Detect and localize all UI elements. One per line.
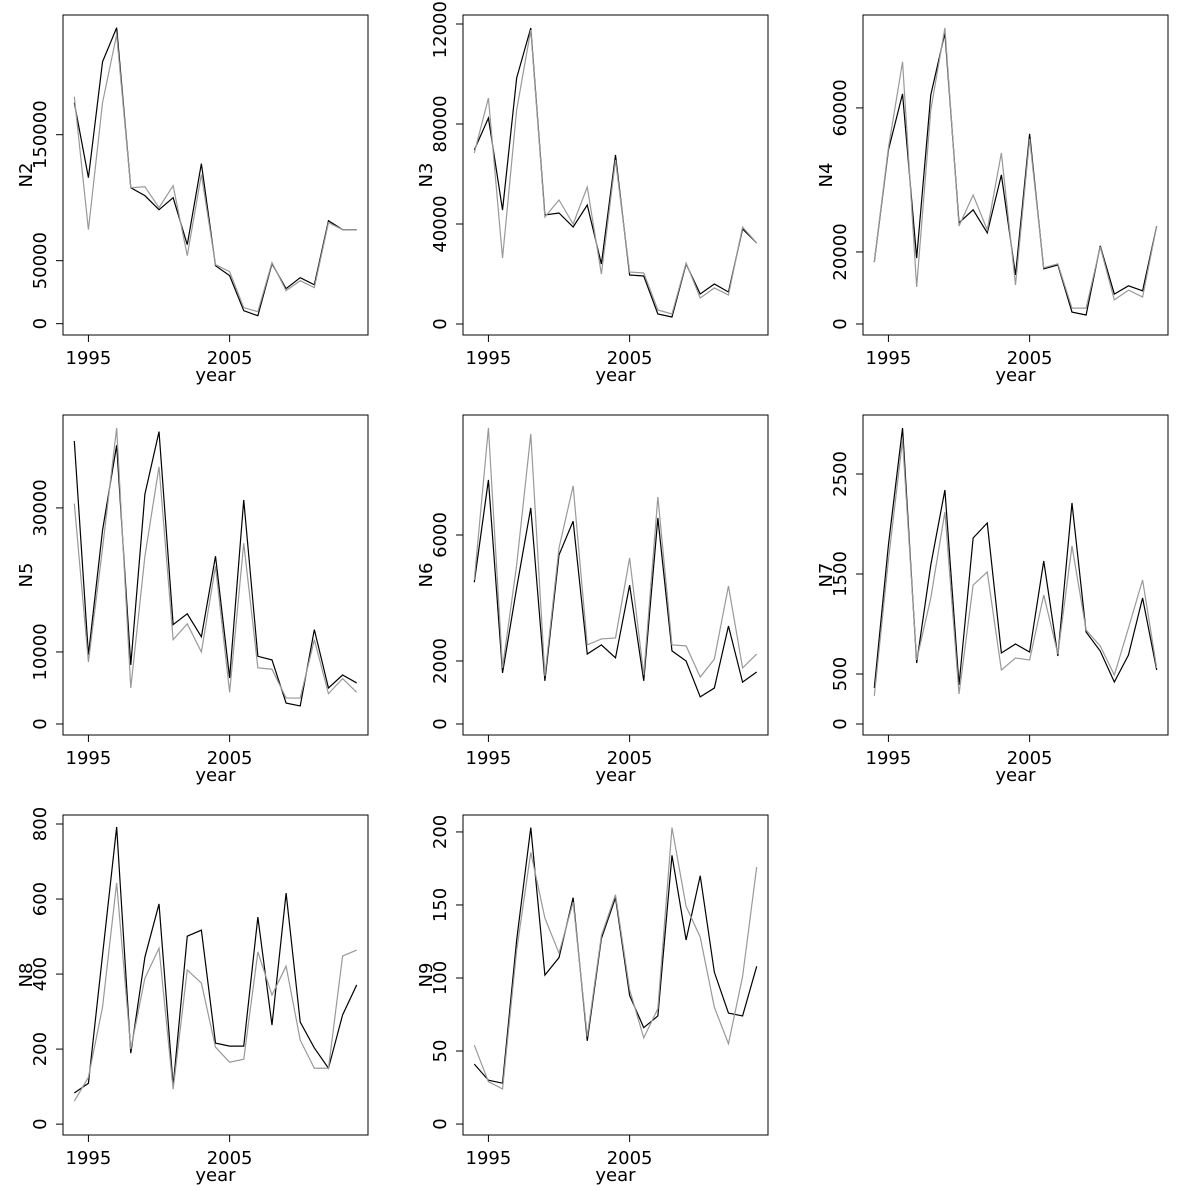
x-tick-label: 1995: [466, 348, 512, 369]
y-tick-label: 30000: [30, 479, 51, 536]
x-tick-label: 2005: [207, 348, 253, 369]
series-line: [473, 479, 758, 698]
x-tick-label: 1995: [466, 748, 512, 769]
x-tick-label: 2005: [607, 748, 653, 769]
y-axis-label: N3: [416, 163, 437, 188]
series-line: [873, 27, 1158, 309]
plot-frame: [462, 14, 769, 336]
y-tick-label: 150: [430, 888, 451, 922]
y-tick-label: 150000: [30, 100, 51, 169]
x-tick-label: 2005: [207, 748, 253, 769]
series-line: [73, 27, 357, 317]
y-tick-label: 2500: [830, 451, 851, 497]
x-tick-label: 1995: [466, 1148, 512, 1169]
y-tick-label: 200: [430, 815, 451, 849]
x-tick-label: 2005: [1007, 348, 1053, 369]
y-tick-label: 50: [430, 1040, 451, 1063]
x-tick-label: 1995: [66, 1148, 112, 1169]
y-axis-label: N2: [16, 163, 37, 188]
x-tick-label: 2005: [607, 1148, 653, 1169]
y-axis-label: N8: [16, 963, 37, 988]
y-tick-label: 500: [830, 657, 851, 691]
y-tick-label: 50000: [30, 232, 51, 289]
series-line: [873, 32, 1158, 316]
x-tick-label: 1995: [866, 348, 912, 369]
x-tick-label: 2005: [207, 1148, 253, 1169]
x-axis-label: year: [595, 765, 636, 786]
x-axis-label: year: [195, 365, 236, 386]
x-axis-label: year: [195, 1165, 236, 1186]
x-axis-label: year: [595, 1165, 636, 1186]
y-tick-label: 40000: [430, 195, 451, 252]
plot-frame: [62, 14, 369, 336]
y-axis-label: N9: [416, 963, 437, 988]
x-axis-label: year: [995, 765, 1036, 786]
y-axis-label: N6: [416, 563, 437, 588]
y-axis-label: N5: [16, 563, 37, 588]
plot-frame: [862, 14, 1169, 336]
y-tick-label: 1500: [830, 551, 851, 597]
y-axis-label: N4: [816, 163, 837, 188]
y-tick-label: 0: [830, 718, 851, 729]
plot-frame: [462, 814, 769, 1136]
y-tick-label: 0: [30, 318, 51, 329]
series-line: [73, 882, 357, 1102]
series-line: [73, 34, 357, 313]
x-tick-label: 1995: [866, 748, 912, 769]
y-tick-label: 100: [430, 961, 451, 995]
plot-frame: [62, 814, 369, 1136]
y-tick-label: 20000: [830, 223, 851, 280]
x-axis-label: year: [195, 765, 236, 786]
y-tick-label: 0: [30, 1118, 51, 1129]
x-tick-label: 2005: [1007, 748, 1053, 769]
series-line: [473, 827, 758, 1090]
y-tick-label: 0: [430, 1118, 451, 1129]
x-tick-label: 1995: [66, 348, 112, 369]
y-tick-label: 0: [30, 718, 51, 729]
y-tick-label: 0: [430, 318, 451, 329]
plot-frame: [62, 414, 369, 736]
series-line: [873, 439, 1158, 697]
y-tick-label: 6000: [430, 512, 451, 558]
series-line: [873, 427, 1158, 689]
x-tick-label: 2005: [607, 348, 653, 369]
y-tick-label: 200: [30, 1032, 51, 1066]
x-axis-label: year: [995, 365, 1036, 386]
x-tick-label: 1995: [66, 748, 112, 769]
series-line: [473, 29, 758, 315]
y-tick-label: 0: [430, 718, 451, 729]
plot-frame: [462, 414, 769, 736]
y-tick-label: 800: [30, 807, 51, 841]
y-tick-label: 600: [30, 882, 51, 916]
y-tick-label: 10000: [30, 623, 51, 680]
series-line: [73, 826, 358, 1094]
y-tick-label: 80000: [430, 95, 451, 152]
y-tick-label: 60000: [830, 79, 851, 136]
y-axis-label: N7: [816, 563, 837, 588]
y-tick-label: 400: [30, 957, 51, 991]
series-line: [73, 427, 358, 699]
y-tick-label: 2000: [430, 638, 451, 684]
series-line: [473, 27, 758, 318]
y-tick-label: 120000: [430, 0, 451, 58]
x-axis-label: year: [595, 365, 636, 386]
plot-frame: [862, 414, 1169, 736]
series-line: [473, 427, 758, 679]
y-tick-label: 0: [830, 318, 851, 329]
